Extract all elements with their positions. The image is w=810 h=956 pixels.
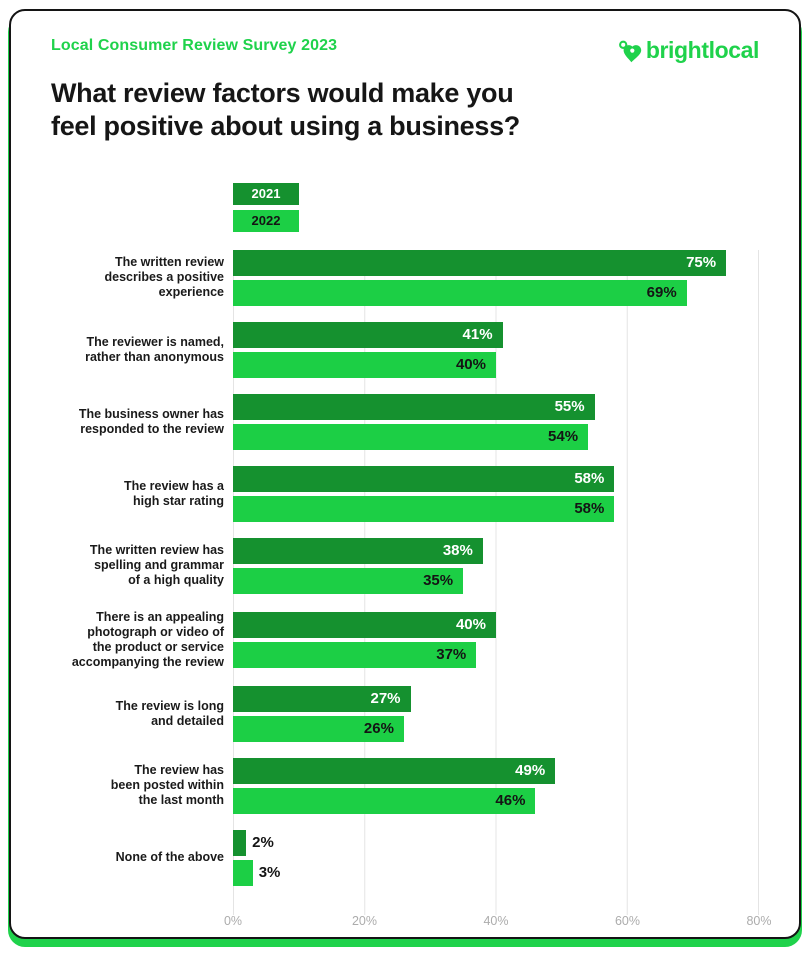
x-tick-label: 80%	[746, 913, 772, 928]
category-row: The review has a high star rating 58% 58%	[51, 465, 759, 522]
category-label: The written review describes a positive ex…	[104, 255, 224, 300]
bar-value-label: 37%	[436, 646, 467, 664]
bar-value-label: 54%	[548, 428, 579, 446]
x-tick-label: 20%	[351, 913, 378, 928]
brand-name: brightlocal	[645, 37, 760, 63]
bar-value-label: 69%	[646, 284, 677, 302]
bar-value-label: 2%	[252, 834, 274, 852]
bar-2021: 75%	[233, 249, 727, 276]
bar-2022: 46%	[233, 787, 536, 814]
bar-2021: 27%	[233, 685, 411, 712]
bar-2022	[233, 859, 253, 886]
category-label: The business owner has responded to the r…	[78, 406, 224, 436]
bar-2022: 40%	[233, 351, 496, 378]
bar-2022: 37%	[233, 641, 477, 668]
survey-label: Local Consumer Review Survey 2023	[51, 37, 338, 54]
bar-chart: The written review describes a positive ex…	[51, 249, 772, 928]
category-label: There is an appealing photograph or video…	[71, 609, 224, 669]
category-label: The reviewer is named, rather than anonym…	[85, 334, 224, 364]
survey-card: Local Consumer Review Survey 2023 bright…	[9, 9, 801, 939]
bar-value-label: 35%	[423, 572, 454, 590]
bar-value-label: 55%	[554, 398, 585, 416]
x-axis: 0% 20% 40% 60% 80%	[224, 902, 772, 928]
category-row: None of the above 2% 3%	[51, 829, 759, 886]
bar-value-label: 58%	[574, 500, 605, 518]
bar-value-label: 26%	[363, 720, 394, 738]
category-label: The review has a high star rating	[123, 478, 224, 508]
bar-2022: 54%	[233, 423, 589, 450]
heart-pin-icon	[617, 38, 643, 64]
bar-2022: 26%	[233, 715, 404, 742]
bar-value-label: 49%	[515, 762, 546, 780]
bar-2022: 58%	[233, 495, 615, 522]
bar-2021: 41%	[233, 321, 503, 348]
category-label: The review is long and detailed	[115, 698, 224, 728]
bar-value-label: 58%	[574, 470, 605, 488]
bar-2021: 58%	[233, 465, 615, 492]
chart-title: What review factors would make you feel …	[51, 78, 520, 141]
bar-2021	[233, 829, 247, 856]
category-label: The review has been posted within the last…	[110, 763, 224, 808]
bar-value-label: 75%	[686, 254, 717, 272]
bar-value-label: 38%	[442, 542, 473, 560]
bar-value-label: 41%	[462, 326, 493, 344]
brand-logo: brightlocal	[617, 37, 759, 64]
bar-2021: 49%	[233, 757, 556, 784]
x-tick-label: 40%	[483, 913, 509, 928]
bar-value-label: 40%	[455, 616, 486, 634]
bar-value-label: 27%	[370, 690, 401, 708]
category-row: The review is long and detailed 27% 26%	[51, 685, 759, 742]
bar-value-label: 40%	[455, 356, 486, 374]
category-label: The written review has spelling and gramm…	[89, 543, 224, 588]
legend-item-2021: 2021	[233, 182, 299, 205]
x-tick-label: 60%	[614, 913, 641, 928]
category-row: The written review describes a positive ex…	[51, 249, 759, 306]
bar-2022: 69%	[233, 279, 687, 306]
category-row: The written review has spelling and gramm…	[51, 537, 759, 594]
bar-2021: 40%	[233, 611, 496, 638]
category-row: The review has been posted within the last…	[51, 757, 759, 814]
category-label: None of the above	[115, 850, 224, 865]
card-header: Local Consumer Review Survey 2023 bright…	[51, 37, 759, 64]
bar-value-label: 46%	[495, 792, 526, 810]
bar-2021: 55%	[233, 393, 595, 420]
bar-value-label: 3%	[258, 864, 281, 882]
category-row: The business owner has responded to the r…	[51, 393, 759, 450]
legend-item-2022: 2022	[233, 209, 299, 232]
category-row: The reviewer is named, rather than anonym…	[51, 321, 759, 378]
bar-2022: 35%	[233, 567, 464, 594]
x-tick-label: 0%	[223, 913, 243, 928]
bar-2021: 38%	[233, 537, 483, 564]
category-row: There is an appealing photograph or video…	[51, 610, 759, 670]
legend: 2021 2022	[233, 182, 759, 232]
